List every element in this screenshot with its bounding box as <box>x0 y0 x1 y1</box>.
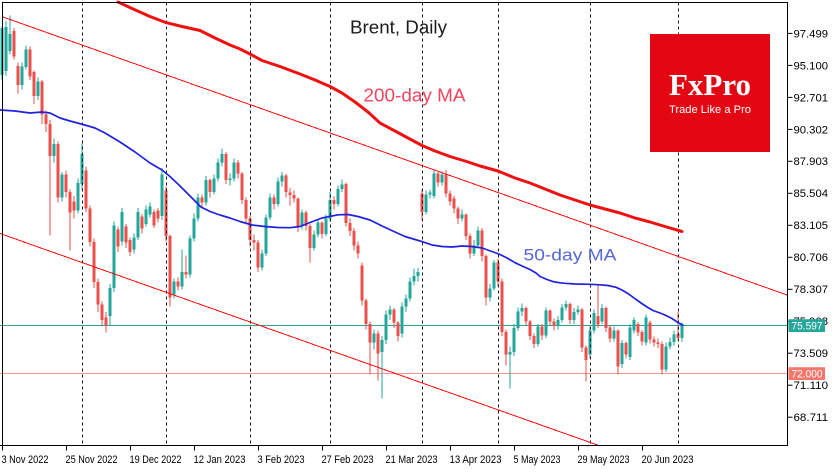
svg-text:72.000: 72.000 <box>792 368 823 380</box>
svg-text:85.504: 85.504 <box>794 188 829 200</box>
svg-text:90.302: 90.302 <box>794 124 829 136</box>
svg-text:80.706: 80.706 <box>794 252 829 264</box>
svg-text:78.307: 78.307 <box>794 284 829 296</box>
svg-text:27 Feb 2023: 27 Feb 2023 <box>322 454 374 466</box>
svg-text:92.701: 92.701 <box>794 92 829 104</box>
svg-text:19 Dec 2022: 19 Dec 2022 <box>130 454 182 466</box>
svg-text:12 Jan 2023: 12 Jan 2023 <box>194 454 246 466</box>
svg-text:20 Jun 2023: 20 Jun 2023 <box>642 454 694 466</box>
svg-text:95.100: 95.100 <box>794 60 829 72</box>
svg-text:3 Feb 2023: 3 Feb 2023 <box>258 454 305 466</box>
svg-text:97.499: 97.499 <box>794 28 829 40</box>
svg-text:83.105: 83.105 <box>794 220 829 232</box>
svg-text:29 May 2023: 29 May 2023 <box>578 454 630 466</box>
svg-text:68.711: 68.711 <box>794 412 829 424</box>
svg-text:75.597: 75.597 <box>792 320 823 332</box>
svg-text:FxPro: FxPro <box>669 67 751 102</box>
svg-text:3 Nov 2022: 3 Nov 2022 <box>2 454 49 466</box>
svg-text:50-day MA: 50-day MA <box>524 246 618 265</box>
svg-text:25 Nov 2022: 25 Nov 2022 <box>66 454 118 466</box>
svg-text:73.509: 73.509 <box>794 348 829 360</box>
svg-text:21 Mar 2023: 21 Mar 2023 <box>386 454 438 466</box>
svg-text:Trade Like a Pro: Trade Like a Pro <box>669 104 751 116</box>
svg-text:71.110: 71.110 <box>794 380 829 392</box>
svg-text:Brent, Daily: Brent, Daily <box>350 18 447 38</box>
svg-text:200-day MA: 200-day MA <box>364 86 466 106</box>
svg-text:5 May 2023: 5 May 2023 <box>514 454 561 466</box>
svg-text:87.903: 87.903 <box>794 156 829 168</box>
svg-text:13 Apr 2023: 13 Apr 2023 <box>450 454 502 466</box>
